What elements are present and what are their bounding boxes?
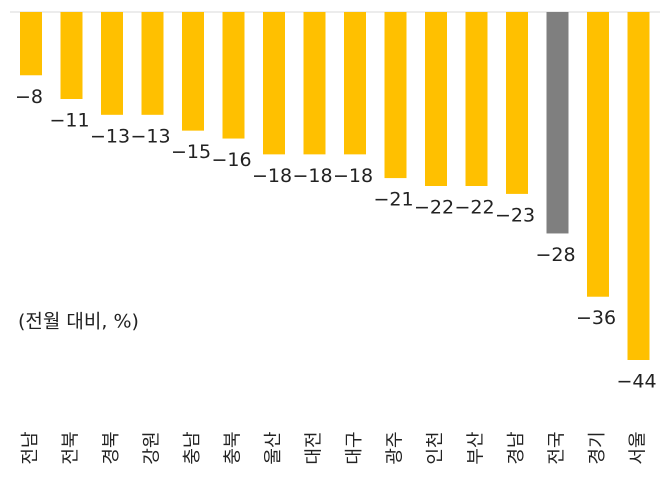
bar xyxy=(465,12,488,186)
bar xyxy=(263,12,285,155)
value-label: −22 xyxy=(414,197,454,219)
x-tick-label: 부산 xyxy=(466,431,487,464)
x-tick-label: 충북 xyxy=(223,431,244,464)
bar xyxy=(222,12,245,139)
x-tick-label: 인천 xyxy=(425,431,446,464)
x-tick-label: 울산 xyxy=(263,431,284,464)
value-label: −11 xyxy=(49,110,89,132)
bar xyxy=(303,12,326,155)
bar xyxy=(20,12,42,76)
value-label: −28 xyxy=(535,244,575,266)
x-tick-label: 대구 xyxy=(344,431,365,464)
value-label: −23 xyxy=(495,204,535,226)
x-tick-label: 강원 xyxy=(142,431,163,464)
x-tick-label: 대전 xyxy=(304,431,325,464)
x-tick-label: 전남 xyxy=(20,431,41,464)
value-label: −22 xyxy=(454,197,494,219)
value-label: −13 xyxy=(130,125,170,147)
bar xyxy=(546,12,569,234)
x-tick-label: 전북 xyxy=(61,431,82,464)
value-label: −18 xyxy=(252,165,292,187)
bar xyxy=(344,12,366,155)
bar xyxy=(506,12,528,194)
value-label: −44 xyxy=(616,371,656,393)
value-label: −15 xyxy=(171,141,211,163)
x-tick-label: 경기 xyxy=(587,431,608,464)
value-label: −36 xyxy=(576,307,616,329)
bar xyxy=(425,12,447,186)
bar xyxy=(182,12,204,131)
bar xyxy=(101,12,123,115)
x-tick-label: 충남 xyxy=(182,431,203,464)
bar xyxy=(627,12,650,360)
value-label: −21 xyxy=(373,189,413,211)
value-label: −13 xyxy=(90,125,130,147)
x-tick-label: 전국 xyxy=(547,431,568,464)
annotation: (전월 대비, %) xyxy=(18,311,139,333)
value-label: −8 xyxy=(15,86,43,108)
bar xyxy=(141,12,164,115)
x-tick-label: 서울 xyxy=(628,431,649,464)
value-label: −16 xyxy=(211,149,251,171)
x-tick-label: 광주 xyxy=(385,431,406,464)
value-label: −18 xyxy=(333,165,373,187)
bar xyxy=(384,12,407,179)
x-tick-label: 경남 xyxy=(506,431,527,464)
x-tick-label: 경북 xyxy=(101,431,122,464)
bar xyxy=(587,12,609,297)
bar xyxy=(60,12,83,99)
value-label: −18 xyxy=(292,165,332,187)
